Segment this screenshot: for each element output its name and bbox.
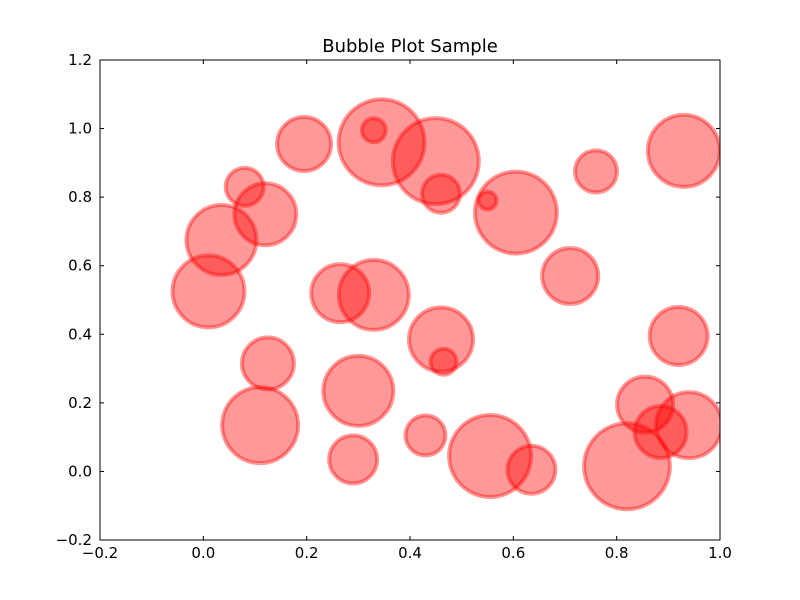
bubble-point-5 [239, 335, 296, 392]
labels-layer: −0.2 0.0 0.2 0.4 0.6 0.8 1.0 −0.2 0.0 0.2 0.4 0.6 0.… [56, 51, 732, 562]
bubbles-layer [170, 97, 720, 512]
bubble-point-22 [505, 443, 558, 496]
bubble-point-7 [275, 115, 334, 173]
x-tick-label: 0.6 [501, 544, 525, 562]
bubble-point-16 [407, 305, 475, 374]
x-tick-label: 0.2 [295, 544, 319, 562]
x-tick-label: −0.2 [82, 544, 118, 562]
bubble-point-6 [220, 385, 301, 466]
bubble-point-9 [336, 257, 411, 332]
bubble-point-24 [573, 148, 619, 195]
y-tick-label: −0.2 [56, 531, 92, 549]
bubble-point-4 [232, 181, 299, 248]
bubble-point-14 [390, 116, 481, 207]
bubble-point-21 [447, 413, 534, 499]
bubble-point-3 [223, 165, 266, 208]
bubble-point-28 [645, 112, 720, 189]
x-tick-label: 0.0 [191, 544, 215, 562]
bubble-point-18 [403, 413, 448, 458]
y-tick-label: 1.2 [68, 51, 92, 69]
y-tick-label: 0.2 [68, 394, 92, 412]
y-tick-label: 1.0 [68, 120, 92, 138]
bubble-point-15 [420, 172, 462, 215]
bubble-point-30 [654, 390, 720, 461]
bubble-point-8 [309, 262, 372, 325]
x-tick-label: 0.8 [605, 544, 629, 562]
y-tick-label: 0.8 [68, 188, 92, 206]
bubble-point-1 [170, 253, 247, 330]
bubble-point-2 [184, 203, 259, 277]
bubble-point-26 [615, 374, 676, 435]
bubble-point-13 [359, 116, 388, 145]
ticks-layer [99, 59, 721, 541]
y-tick-label: 0.4 [68, 325, 92, 343]
chart-title: Bubble Plot Sample [322, 36, 498, 57]
bubble-point-11 [327, 433, 380, 486]
bubble-point-19 [476, 189, 499, 212]
x-tick-label: 1.0 [708, 544, 732, 562]
bubble-point-20 [472, 169, 559, 256]
bubble-point-10 [321, 353, 396, 428]
y-tick-label: 0.6 [68, 257, 92, 275]
x-tick-label: 0.4 [398, 544, 422, 562]
bubble-point-25 [582, 421, 672, 512]
bubble-point-17 [428, 346, 459, 377]
y-tick-label: 0.0 [68, 462, 92, 480]
bubble-point-12 [336, 97, 427, 188]
bubble-point-23 [540, 246, 601, 306]
bubble-point-29 [647, 305, 710, 367]
bubble-point-27 [632, 404, 689, 460]
